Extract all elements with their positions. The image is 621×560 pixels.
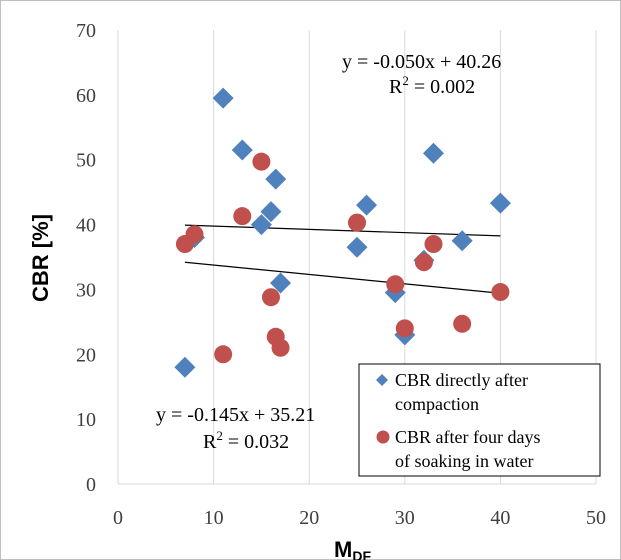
data-point-compaction <box>174 356 196 378</box>
legend-box <box>358 363 601 477</box>
y-tick-label: 40 <box>76 215 96 237</box>
legend-label-compaction-line1: CBR directly after <box>395 370 528 390</box>
legend-marker-compaction <box>376 374 388 386</box>
legend-label-soaked-line2: of soaking in water <box>395 451 533 471</box>
data-point-compaction <box>489 192 511 214</box>
data-point-compaction <box>451 230 473 252</box>
data-point-soaked <box>395 319 414 338</box>
legend-label-soaked-line1: CBR after four days <box>395 427 540 447</box>
data-point-soaked <box>453 314 472 333</box>
x-tick-label: 30 <box>395 507 415 529</box>
data-point-compaction <box>212 87 234 109</box>
data-point-compaction <box>422 142 444 164</box>
x-tick-label: 10 <box>204 507 224 529</box>
legend-marker-soaked <box>376 430 390 444</box>
x-tick-label: 40 <box>490 507 510 529</box>
r-squared-soaked: R2 = 0.032 <box>203 428 289 453</box>
data-point-soaked <box>348 213 366 232</box>
data-point-compaction <box>250 214 272 236</box>
legend: CBR directly after compaction CBR after … <box>358 363 601 477</box>
x-tick-label: 0 <box>113 507 123 529</box>
data-point-compaction <box>356 194 378 216</box>
data-point-soaked <box>233 207 252 226</box>
data-point-soaked <box>424 235 443 254</box>
y-axis-title: CBR [%] <box>28 214 53 302</box>
y-tick-label: 50 <box>76 150 96 172</box>
x-axis-title: MDF <box>334 537 371 560</box>
data-point-soaked <box>214 345 233 364</box>
data-point-compaction <box>346 236 368 258</box>
data-point-compaction <box>260 201 282 223</box>
x-tick-label: 50 <box>586 507 606 529</box>
data-point-compaction <box>265 168 287 190</box>
y-tick-label: 10 <box>76 409 96 431</box>
y-tick-label: 60 <box>76 85 96 107</box>
data-point-soaked <box>491 283 510 302</box>
data-point-compaction <box>270 272 292 294</box>
data-point-soaked <box>261 288 280 307</box>
data-points <box>174 87 511 378</box>
trend-equation-compaction: y = -0.050x + 40.26 <box>342 51 501 73</box>
data-point-soaked <box>271 338 290 357</box>
trendline-1 <box>184 261 501 294</box>
trendline-0 <box>184 224 501 237</box>
x-tick-label: 20 <box>299 507 319 529</box>
data-point-soaked <box>252 152 271 171</box>
legend-label-compaction-line2: compaction <box>395 394 479 414</box>
y-tick-label: 0 <box>86 474 96 496</box>
tick-labels: 0 10 20 30 40 50 0 10 20 30 40 50 60 70 <box>76 20 606 529</box>
y-tick-label: 30 <box>76 279 96 301</box>
data-point-soaked <box>414 253 433 272</box>
y-tick-label: 20 <box>76 344 96 366</box>
r-squared-compaction: R2 = 0.002 <box>389 73 475 98</box>
data-point-compaction <box>231 139 253 161</box>
y-tick-label: 70 <box>76 20 96 42</box>
data-point-soaked <box>185 225 204 244</box>
trend-equation-soaked: y = -0.145x + 35.21 <box>156 404 315 426</box>
trendlines <box>184 224 501 294</box>
data-point-soaked <box>386 275 405 294</box>
